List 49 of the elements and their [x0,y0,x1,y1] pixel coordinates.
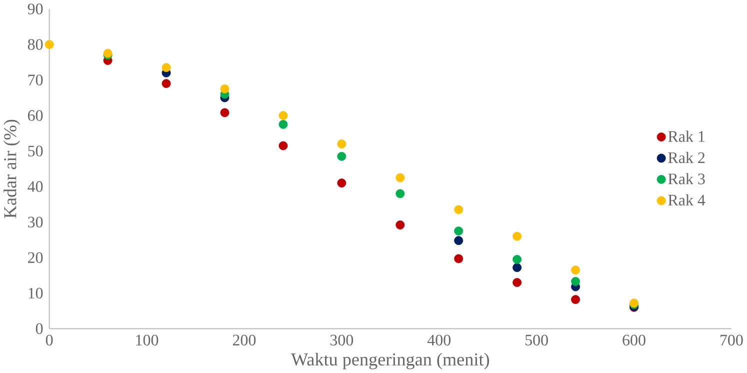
point [454,254,464,264]
x-tick-label: 700 [720,334,743,346]
point [454,205,464,214]
point [454,226,464,236]
x-tick-label: 200 [232,334,256,346]
point [278,111,288,120]
point [571,295,580,304]
point [220,108,230,118]
x-tick-label: 300 [330,334,354,346]
point [44,40,54,50]
y-tick-label: 70 [28,74,43,86]
y-tick-label: 60 [28,110,43,121]
legend-label: Rak 4 [668,194,706,206]
point [571,266,580,275]
point [454,236,464,246]
x-tick-label: 100 [136,334,158,346]
point [396,189,405,198]
y-tick-label: 30 [28,216,43,228]
point [162,63,171,72]
point [337,140,346,148]
point [278,141,288,150]
y-tick-label: 80 [28,39,43,50]
y-tick-label: 10 [28,288,43,299]
point [512,278,522,288]
x-tick-label: 0 [46,334,53,346]
point [512,263,522,272]
point [396,173,405,182]
point [512,232,522,241]
point [278,120,288,129]
point [337,178,346,188]
point [337,152,346,161]
y-tick-label: 20 [28,252,43,264]
point [220,84,230,94]
point [396,220,405,230]
y-tick-label: 0 [36,323,43,334]
y-tick-label: 40 [28,181,43,192]
x-axis-title: Waktu pengeringan (menit) [291,352,489,370]
legend-label: Rak 2 [668,152,705,164]
y-tick-label: 90 [28,4,43,14]
point [571,277,580,286]
x-tick-label: 400 [427,334,451,346]
legend-label: Rak 3 [668,173,705,184]
y-axis-title: Kadar air (%) [4,120,20,218]
x-tick-label: 600 [622,334,646,346]
point [512,254,522,264]
point [162,79,171,88]
x-tick-label: 500 [526,334,548,346]
y-tick-label: 50 [28,146,43,156]
legend-label: Rak 1 [668,130,704,142]
